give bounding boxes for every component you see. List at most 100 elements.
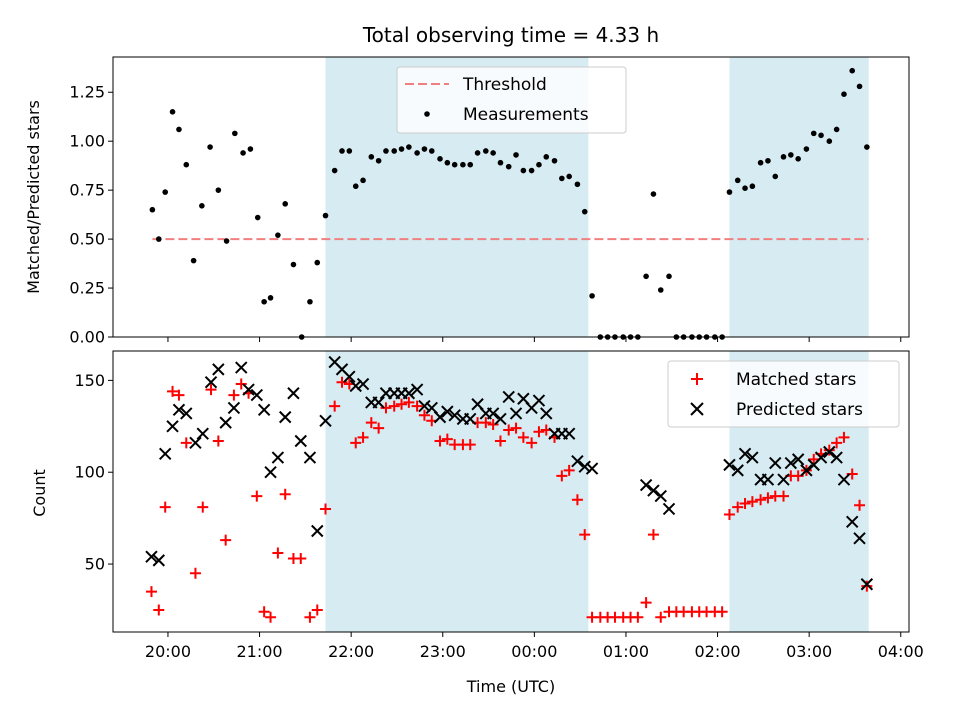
matched-star-point [279, 488, 291, 500]
measurement-point [505, 163, 512, 170]
predicted-star-point [250, 388, 264, 402]
predicted-star-point [242, 383, 255, 396]
measurement-point [589, 293, 595, 299]
measurement-point [375, 157, 382, 164]
measurement-point [428, 148, 435, 154]
matched-star-point [197, 501, 209, 513]
measurement-point [536, 161, 542, 168]
matched-star-point [755, 494, 767, 506]
predicted-star-point [578, 460, 591, 473]
predicted-star-point [264, 466, 277, 479]
measurement-point [467, 161, 474, 168]
predicted-star-point [846, 515, 859, 529]
matched-star-point [373, 422, 385, 434]
matched-star-point [311, 604, 323, 616]
measurement-point [155, 236, 162, 242]
ratio-panel-frame [112, 56, 910, 338]
matched-star-point [145, 586, 157, 598]
ratio-panel: 0.00 0.25 0.50 0.75 1.00 1.25 Matched/Predict… [24, 56, 910, 347]
y-tick-label: 0.75 [69, 181, 105, 200]
predicted-star-point [532, 394, 546, 407]
matched-star-point [258, 606, 270, 618]
x-tick-label: 00:00 [511, 642, 557, 661]
measurement-point [742, 185, 748, 191]
measurement-point [240, 150, 246, 156]
measurement-point [451, 161, 458, 168]
predicted-star-point [319, 414, 332, 427]
matched-star-point [180, 437, 192, 449]
predicted-star-point [433, 410, 447, 424]
count-panel: 50 100 150 20:00 21:00 22:00 23:00 00:00 01:00 0… [30, 350, 924, 696]
matched-star-point [526, 437, 538, 449]
matched-star-point [838, 431, 850, 443]
x-tick-label: 23:00 [420, 642, 466, 661]
matched-star-point [632, 611, 644, 623]
predicted-star-point [180, 407, 193, 420]
predicted-star-point [662, 502, 676, 516]
predicted-star-point [219, 416, 232, 429]
measurement-point [551, 157, 558, 164]
measurement-point [574, 181, 581, 188]
matched-star-point [365, 417, 377, 429]
measurement-point [444, 159, 451, 166]
predicted-star-point [814, 451, 828, 464]
predicted-star-point [172, 403, 186, 416]
measurement-point [520, 167, 527, 174]
y-tick-label: 0.25 [69, 279, 105, 298]
measurement-point [282, 201, 289, 207]
matched-star-point [265, 611, 277, 623]
matched-star-point [228, 389, 240, 401]
predicted-star-point [731, 464, 744, 477]
x-tick-label: 20:00 [145, 642, 191, 661]
measurement-point [734, 177, 741, 184]
predicted-star-point [349, 379, 362, 393]
predicted-star-point [204, 376, 218, 389]
matched-star-point [235, 378, 247, 390]
matched-star-point [220, 534, 232, 546]
matched-star-point [153, 604, 165, 616]
predicted-star-point [441, 405, 454, 418]
predicted-star-point [418, 399, 431, 413]
predicted-star-points [145, 355, 874, 591]
measurement-point [826, 138, 833, 144]
matched-star-point [380, 402, 392, 414]
measurement-point [650, 191, 657, 197]
predicted-star-point [257, 403, 271, 416]
matched-star-point [329, 400, 341, 412]
measurement-point [406, 144, 412, 150]
measurement-point [247, 146, 254, 152]
x-tick-label: 21:00 [237, 642, 283, 661]
legend-box [396, 66, 627, 134]
predicted-star-point [372, 396, 385, 409]
measurement-point [199, 203, 205, 209]
measurement-point [474, 150, 481, 156]
predicted-star-point [769, 456, 782, 470]
count-panel-y-label: Count [30, 469, 49, 517]
matched-star-point [762, 492, 774, 504]
predicted-star-point [356, 377, 370, 391]
measurement-point [421, 146, 428, 152]
matched-star-points [145, 376, 873, 623]
measurement-point [818, 132, 824, 139]
measurement-point [749, 183, 756, 190]
predicted-star-point [654, 489, 667, 503]
measurement-point [483, 148, 489, 154]
predicted-star-point [502, 390, 515, 404]
predicted-star-point [761, 473, 775, 486]
measurement-point [757, 159, 764, 166]
legend-measurements-swatch [424, 111, 430, 117]
matched-star-point [173, 389, 185, 401]
shaded-interval [729, 57, 869, 337]
measurement-point [726, 189, 733, 195]
measurement-point [566, 173, 572, 180]
x-tick-label: 04:00 [878, 642, 924, 661]
measurement-point [772, 173, 779, 180]
predicted-star-point [837, 473, 851, 486]
legend-predicted-swatch [690, 402, 704, 416]
count-panel-x-ticks: 20:00 21:00 22:00 23:00 00:00 01:00 02:00 03:00… [145, 632, 924, 661]
matched-star-point [808, 453, 820, 465]
matched-star-point [480, 417, 492, 429]
matched-star-point [823, 444, 835, 456]
predicted-star-point [562, 427, 576, 440]
predicted-star-point [784, 456, 798, 470]
